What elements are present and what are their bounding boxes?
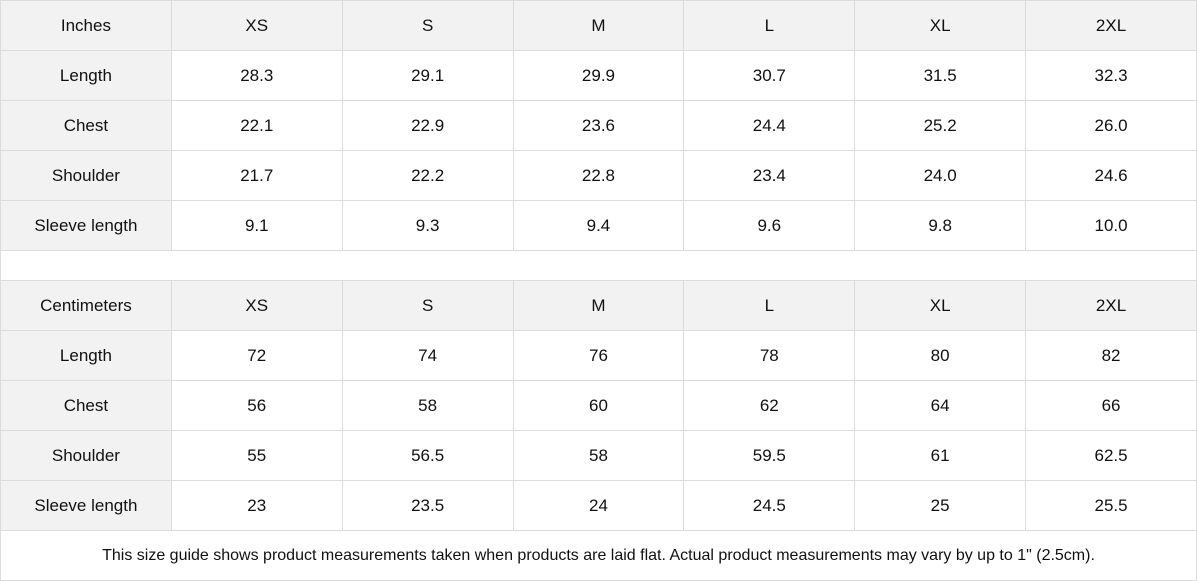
measurement-value: 24.4	[683, 100, 856, 151]
size-header: M	[512, 280, 685, 331]
measurement-value: 9.1	[170, 200, 343, 251]
size-header: XL	[854, 280, 1027, 331]
measurement-value: 31.5	[854, 50, 1027, 101]
inches-header-row: Inches XS S M L XL 2XL	[0, 0, 1197, 51]
measurement-label: Length	[0, 50, 172, 101]
measurement-value: 9.6	[683, 200, 856, 251]
measurement-value: 76	[512, 330, 685, 381]
unit-label: Inches	[0, 0, 172, 51]
size-header: XS	[170, 280, 343, 331]
measurement-value: 29.9	[512, 50, 685, 101]
measurement-value: 58	[341, 380, 514, 431]
measurement-value: 24	[512, 480, 685, 531]
measurement-value: 55	[170, 430, 343, 481]
measurement-value: 62	[683, 380, 856, 431]
table-row: Chest 56 58 60 62 64 66	[0, 380, 1197, 431]
size-header: L	[683, 0, 856, 51]
measurement-value: 25.2	[854, 100, 1027, 151]
measurement-value: 82	[1025, 330, 1197, 381]
measurement-value: 9.4	[512, 200, 685, 251]
measurement-label: Shoulder	[0, 430, 172, 481]
spacer	[0, 250, 1197, 281]
table-row: Length 28.3 29.1 29.9 30.7 31.5 32.3	[0, 50, 1197, 101]
measurement-value: 23	[170, 480, 343, 531]
measurement-value: 23.4	[683, 150, 856, 201]
measurement-value: 66	[1025, 380, 1197, 431]
measurement-value: 72	[170, 330, 343, 381]
table-row: Chest 22.1 22.9 23.6 24.4 25.2 26.0	[0, 100, 1197, 151]
measurement-value: 60	[512, 380, 685, 431]
measurement-value: 24.0	[854, 150, 1027, 201]
footnote-row: This size guide shows product measuremen…	[0, 530, 1197, 581]
measurement-value: 22.8	[512, 150, 685, 201]
unit-label: Centimeters	[0, 280, 172, 331]
measurement-value: 74	[341, 330, 514, 381]
table-row: Shoulder 21.7 22.2 22.8 23.4 24.0 24.6	[0, 150, 1197, 201]
measurement-value: 80	[854, 330, 1027, 381]
measurement-value: 78	[683, 330, 856, 381]
measurement-value: 23.5	[341, 480, 514, 531]
measurement-value: 56	[170, 380, 343, 431]
measurement-value: 32.3	[1025, 50, 1197, 101]
size-header: S	[341, 280, 514, 331]
measurement-value: 24.5	[683, 480, 856, 531]
measurement-value: 10.0	[1025, 200, 1197, 251]
measurement-value: 62.5	[1025, 430, 1197, 481]
measurement-label: Shoulder	[0, 150, 172, 201]
size-header: L	[683, 280, 856, 331]
measurement-value: 29.1	[341, 50, 514, 101]
measurement-value: 24.6	[1025, 150, 1197, 201]
footnote: This size guide shows product measuremen…	[0, 530, 1197, 581]
measurement-label: Sleeve length	[0, 200, 172, 251]
measurement-value: 59.5	[683, 430, 856, 481]
measurement-value: 22.9	[341, 100, 514, 151]
table-row: Sleeve length 23 23.5 24 24.5 25 25.5	[0, 480, 1197, 531]
size-header: 2XL	[1025, 0, 1197, 51]
measurement-value: 61	[854, 430, 1027, 481]
size-header: XS	[170, 0, 343, 51]
measurement-value: 25.5	[1025, 480, 1197, 531]
measurement-value: 56.5	[341, 430, 514, 481]
measurement-label: Length	[0, 330, 172, 381]
measurement-value: 22.2	[341, 150, 514, 201]
measurement-label: Sleeve length	[0, 480, 172, 531]
measurement-value: 64	[854, 380, 1027, 431]
size-header: M	[512, 0, 685, 51]
measurement-value: 9.3	[341, 200, 514, 251]
size-header: XL	[854, 0, 1027, 51]
measurement-value: 28.3	[170, 50, 343, 101]
measurement-value: 22.1	[170, 100, 343, 151]
table-row: Sleeve length 9.1 9.3 9.4 9.6 9.8 10.0	[0, 200, 1197, 251]
spacer-row	[0, 250, 1197, 281]
measurement-value: 25	[854, 480, 1027, 531]
measurement-label: Chest	[0, 100, 172, 151]
centimeters-header-row: Centimeters XS S M L XL 2XL	[0, 280, 1197, 331]
table-row: Shoulder 55 56.5 58 59.5 61 62.5	[0, 430, 1197, 481]
measurement-value: 58	[512, 430, 685, 481]
measurement-value: 9.8	[854, 200, 1027, 251]
size-header: S	[341, 0, 514, 51]
measurement-value: 21.7	[170, 150, 343, 201]
measurement-label: Chest	[0, 380, 172, 431]
measurement-value: 23.6	[512, 100, 685, 151]
measurement-value: 26.0	[1025, 100, 1197, 151]
measurement-value: 30.7	[683, 50, 856, 101]
size-header: 2XL	[1025, 280, 1197, 331]
table-row: Length 72 74 76 78 80 82	[0, 330, 1197, 381]
